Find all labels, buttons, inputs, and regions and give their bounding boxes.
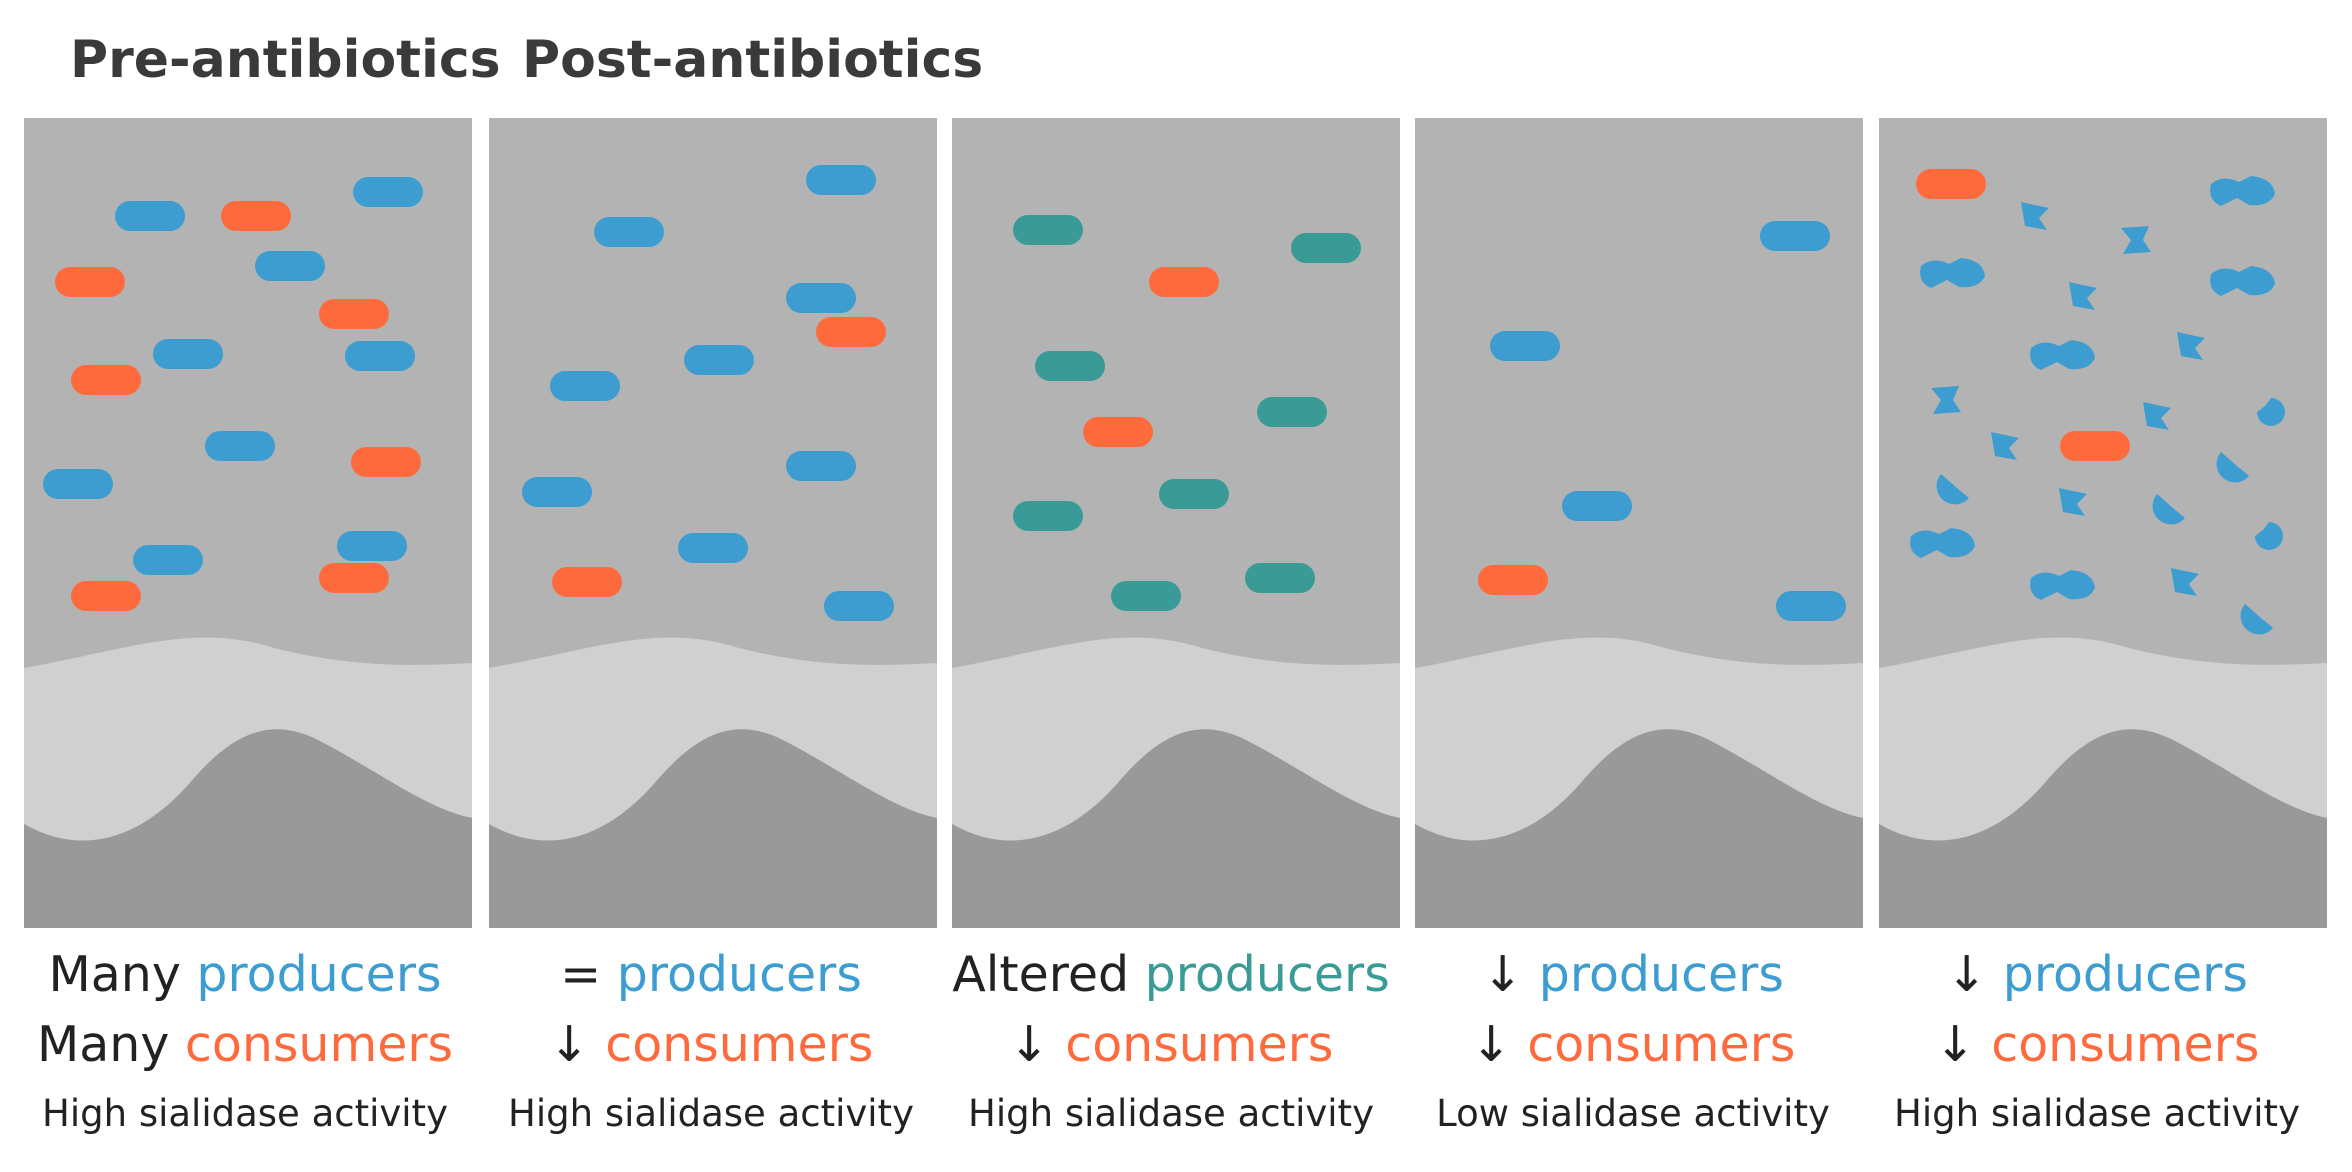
- producer-bacterium: [684, 345, 754, 375]
- altered-producer-bacterium: [1291, 233, 1361, 263]
- altered-producer-bacterium: [1013, 501, 1083, 531]
- consumer-bacterium: [2060, 431, 2130, 461]
- consumer-bacterium: [71, 581, 141, 611]
- caption-panel-1: Many producers Many consumers High siali…: [20, 940, 470, 1144]
- producer-bacterium: [522, 477, 592, 507]
- lysed-producer-fragment: [2121, 226, 2151, 254]
- producer-bacterium: [1776, 591, 1846, 621]
- consumer-bacterium: [351, 447, 421, 477]
- gut-panel-2: [489, 118, 937, 928]
- caption-line-consumers: ↓ consumers: [1470, 1016, 1796, 1073]
- consumer-bacterium: [221, 201, 291, 231]
- lysed-producer-fragment: [2216, 452, 2249, 483]
- lysed-producer-fragment: [2030, 340, 2095, 370]
- producer-bacterium: [786, 451, 856, 481]
- epithelium: [1415, 729, 1863, 928]
- producer-bacterium: [1562, 491, 1632, 521]
- consumer-bacterium: [1478, 565, 1548, 595]
- producer-bacterium: [1490, 331, 1560, 361]
- consumer-bacterium: [816, 317, 886, 347]
- caption-panel-2: = producers ↓ consumers High sialidase a…: [486, 940, 936, 1144]
- producer-bacterium: [133, 545, 203, 575]
- caption-line-activity: High sialidase activity: [42, 1092, 448, 1135]
- lysed-producer-fragment: [1991, 432, 2019, 460]
- consumer-bacterium: [319, 299, 389, 329]
- caption-panel-5: ↓ producers ↓ consumers High sialidase a…: [1872, 940, 2322, 1144]
- producer-bacterium: [43, 469, 113, 499]
- producer-bacterium: [353, 177, 423, 207]
- caption-line-producers: ↓ producers: [1482, 946, 1784, 1003]
- lysed-producer-fragment: [2177, 332, 2205, 360]
- producer-bacterium: [205, 431, 275, 461]
- lysed-producer-fragment: [2030, 570, 2095, 600]
- gut-panel-1: [24, 118, 472, 928]
- consumer-bacterium: [55, 267, 125, 297]
- caption-panel-3: Altered producers ↓ consumers High siali…: [946, 940, 1396, 1144]
- lysed-producer-fragment: [1920, 258, 1985, 288]
- caption-line-producers: Altered producers: [952, 946, 1390, 1003]
- gut-panel-4: [1415, 118, 1863, 928]
- altered-producer-bacterium: [1257, 397, 1327, 427]
- caption-line-producers: ↓ producers: [1946, 946, 2248, 1003]
- lysed-producer-fragment: [2255, 522, 2283, 550]
- lysed-producer-fragment: [2059, 488, 2087, 516]
- caption-line-activity: Low sialidase activity: [1436, 1092, 1830, 1135]
- lysed-producer-fragment: [2069, 282, 2097, 310]
- caption-line-activity: High sialidase activity: [508, 1092, 914, 1135]
- lysed-producer-fragment: [2143, 402, 2171, 430]
- epithelium: [24, 729, 472, 928]
- producer-bacterium: [786, 283, 856, 313]
- caption-line-consumers: Many consumers: [36, 1016, 454, 1073]
- consumer-bacterium: [1149, 267, 1219, 297]
- gut-panel-5: [1879, 118, 2327, 928]
- lysed-producer-fragment: [2240, 604, 2273, 635]
- epithelium: [489, 729, 937, 928]
- consumer-bacterium: [71, 365, 141, 395]
- heading-pre-antibiotics: Pre-antibiotics: [70, 30, 501, 90]
- producer-bacterium: [1760, 221, 1830, 251]
- lysed-producer-fragment: [2021, 202, 2049, 230]
- caption-line-consumers: ↓ consumers: [548, 1016, 874, 1073]
- caption-line-consumers: ↓ consumers: [1008, 1016, 1334, 1073]
- producer-bacterium: [337, 531, 407, 561]
- producer-bacterium: [345, 341, 415, 371]
- producer-bacterium: [255, 251, 325, 281]
- epithelium: [952, 729, 1400, 928]
- altered-producer-bacterium: [1245, 563, 1315, 593]
- caption-line-producers: Many producers: [48, 946, 442, 1003]
- producer-bacterium: [806, 165, 876, 195]
- producer-bacterium: [115, 201, 185, 231]
- lysed-producer-fragment: [1936, 474, 1969, 505]
- epithelium: [1879, 729, 2327, 928]
- producer-bacterium: [678, 533, 748, 563]
- lysed-producer-fragment: [2210, 176, 2275, 206]
- caption-line-activity: High sialidase activity: [968, 1092, 1374, 1135]
- altered-producer-bacterium: [1035, 351, 1105, 381]
- lysed-producer-fragment: [2152, 494, 2185, 525]
- caption-line-consumers: ↓ consumers: [1934, 1016, 2260, 1073]
- caption-panel-4: ↓ producers ↓ consumers Low sialidase ac…: [1408, 940, 1858, 1144]
- consumer-bacterium: [1916, 169, 1986, 199]
- lysed-producer-fragment: [2171, 568, 2199, 596]
- altered-producer-bacterium: [1013, 215, 1083, 245]
- consumer-bacterium: [552, 567, 622, 597]
- producer-bacterium: [550, 371, 620, 401]
- gut-panels-diagram: [24, 118, 2327, 928]
- caption-line-producers: = producers: [560, 946, 862, 1003]
- producer-bacterium: [153, 339, 223, 369]
- altered-producer-bacterium: [1111, 581, 1181, 611]
- lysed-producer-fragment: [1931, 386, 1961, 414]
- caption-line-activity: High sialidase activity: [1894, 1092, 2300, 1135]
- heading-post-antibiotics: Post-antibiotics: [522, 30, 984, 90]
- altered-producer-bacterium: [1159, 479, 1229, 509]
- consumer-bacterium: [319, 563, 389, 593]
- gut-panel-3: [952, 118, 1400, 928]
- lysed-producer-fragment: [2257, 398, 2285, 426]
- consumer-bacterium: [1083, 417, 1153, 447]
- lysed-producer-fragment: [1910, 528, 1975, 558]
- producer-bacterium: [594, 217, 664, 247]
- producer-bacterium: [824, 591, 894, 621]
- lysed-producer-fragment: [2210, 266, 2275, 296]
